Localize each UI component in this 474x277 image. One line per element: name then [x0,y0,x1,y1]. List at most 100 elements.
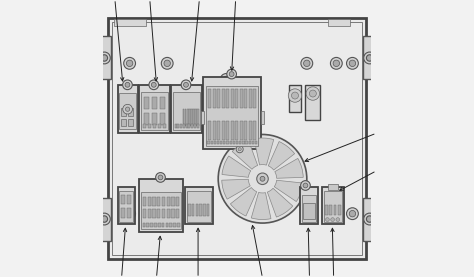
Bar [128,108,133,116]
Circle shape [364,213,375,225]
Circle shape [331,218,335,221]
Bar [128,119,133,126]
Bar [236,141,238,144]
Bar [305,85,320,120]
Bar [244,89,247,108]
Bar [152,114,157,125]
Bar [235,121,238,140]
Bar [233,141,235,144]
Bar [119,191,133,222]
Bar [289,85,301,112]
Circle shape [306,87,319,100]
Bar [217,121,220,140]
Circle shape [333,211,339,217]
Bar [162,197,165,206]
Circle shape [99,213,110,225]
Bar [113,19,146,26]
Bar [195,109,197,126]
Bar [240,89,243,108]
Circle shape [303,211,310,217]
Circle shape [126,107,130,111]
Bar [166,197,170,206]
Bar [189,109,191,126]
Bar [261,111,264,124]
Bar [303,203,315,219]
Circle shape [229,72,234,76]
Bar [191,124,193,129]
Bar [213,121,216,140]
Bar [148,124,151,128]
Bar [244,121,247,140]
Bar [147,197,151,206]
Bar [144,97,149,109]
Bar [227,141,228,144]
Bar [193,109,195,126]
Circle shape [161,57,173,69]
Bar [207,204,210,216]
Bar [192,204,194,216]
Bar [176,197,180,206]
Bar [173,92,200,130]
Bar [144,114,149,125]
Bar [174,124,176,129]
Bar [173,223,176,227]
Bar [324,191,342,222]
Bar [160,114,165,125]
Circle shape [303,60,310,66]
Bar [197,124,199,129]
Bar [143,223,145,227]
Circle shape [330,57,342,69]
Circle shape [101,55,108,61]
Bar [150,223,153,227]
Circle shape [236,146,243,153]
Circle shape [238,148,241,151]
Wedge shape [222,156,251,177]
Bar [203,77,261,149]
Bar [118,85,137,133]
Circle shape [326,218,329,221]
Bar [157,197,161,206]
Bar [152,209,156,218]
Circle shape [101,216,108,222]
Bar [166,209,170,218]
Bar [171,197,175,206]
Circle shape [223,76,229,83]
Wedge shape [254,138,274,165]
Bar [143,197,146,206]
Bar [112,22,362,255]
Circle shape [127,211,133,217]
Circle shape [333,60,339,66]
Bar [337,205,340,215]
Bar [163,124,166,128]
Circle shape [181,80,191,90]
Bar [196,204,198,216]
Bar [183,109,184,126]
Bar [158,124,161,128]
Circle shape [301,57,313,69]
Bar [177,124,179,129]
Wedge shape [274,180,303,202]
Wedge shape [268,142,295,170]
Bar [203,204,206,216]
Bar [249,121,252,140]
Bar [143,124,146,128]
Bar [98,198,111,240]
Bar [127,195,131,204]
Bar [171,209,175,218]
Circle shape [301,181,310,190]
Bar [239,141,241,144]
Bar [185,187,213,224]
Circle shape [123,80,132,90]
Bar [165,223,168,227]
Circle shape [158,175,163,180]
Bar [208,141,210,144]
Circle shape [292,92,299,99]
Wedge shape [222,179,250,199]
Bar [210,141,213,144]
Bar [363,37,376,79]
Bar [208,121,211,140]
Circle shape [164,60,171,66]
Bar [187,191,211,222]
Circle shape [366,55,373,61]
Bar [226,121,229,140]
